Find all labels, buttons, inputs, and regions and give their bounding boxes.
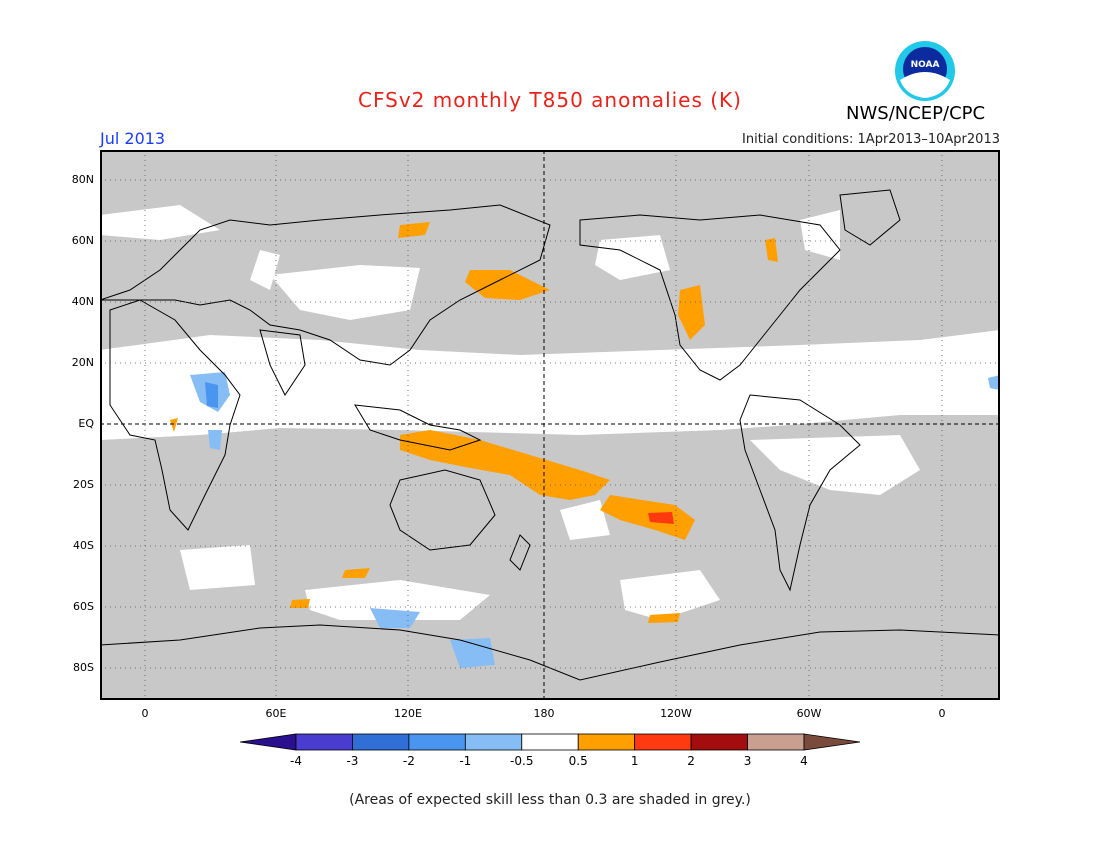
lon-label-60w: 60W [796,707,822,720]
colorbar-swatch [295,733,353,751]
colorbar-swatch [690,733,748,751]
strong-warm-anomaly [648,512,674,524]
colorbar-swatch [408,733,466,751]
lat-label-40s: 40S [73,539,94,552]
lat-label-eq: EQ [78,417,94,430]
colorbar [240,733,860,751]
lat-label-60s: 60S [73,600,94,613]
skilled-neutral-regions [100,205,1000,620]
colorbar-swatch [352,733,410,751]
lat-label-20s: 20S [73,478,94,491]
colorbar-swatch [577,733,636,751]
colorbar-tick-label: 4 [800,754,808,768]
graticule [100,150,1000,700]
lat-label-40n: 40N [71,295,94,308]
initial-conditions-label: Initial conditions: 1Apr2013–10Apr2013 [742,132,1000,147]
svg-text:NOAA: NOAA [911,60,940,70]
colorbar-tick-label: -4 [290,754,302,768]
colorbar-right-arrow [803,733,860,751]
lat-label-20n: 20N [71,356,94,369]
agency-label: NWS/NCEP/CPC [846,103,986,124]
lon-label-0-west: 0 [141,707,149,720]
colorbar-tick-label: 0.5 [568,754,588,768]
colorbar-swatch [747,733,805,751]
colorbar-tick-label: 3 [743,754,752,768]
skill-footnote: (Areas of expected skill less than 0.3 a… [349,792,751,808]
lon-label-0-east: 0 [938,707,946,720]
lon-label-120w: 120W [660,707,692,720]
noaa-logo: NOAA [895,41,955,101]
moderate-cool-anomaly [205,382,218,408]
lat-label-80n: 80N [71,173,94,186]
colorbar-tick-label: -3 [346,754,359,768]
lat-label-80s: 80S [73,661,94,674]
lon-label-60e: 60E [265,707,287,720]
colorbar-tick-label: -2 [402,754,415,768]
colorbar-swatch [634,733,692,751]
colorbar-swatch [521,733,579,751]
lon-label-120e: 120E [394,707,422,720]
equator-dateline [100,150,1000,700]
lon-label-180: 180 [533,707,555,720]
anomaly-map [100,150,1000,700]
colorbar-left-arrow [240,733,297,751]
map-frame [100,150,1000,700]
warm-anomaly-regions [170,222,778,623]
colorbar-tick-label: -1 [459,754,472,768]
colorbar-tick-label: 1 [630,754,639,768]
lat-label-60n: 60N [71,234,94,247]
colorbar-tick-label: -0.5 [510,754,534,768]
valid-month-label: Jul 2013 [100,129,166,148]
chart-title: CFSv2 monthly T850 anomalies (K) [358,88,742,112]
cool-anomaly-regions [190,372,1000,668]
colorbar-tick-label: 2 [687,754,695,768]
continent-outlines [100,189,1000,681]
colorbar-swatch [464,733,523,751]
